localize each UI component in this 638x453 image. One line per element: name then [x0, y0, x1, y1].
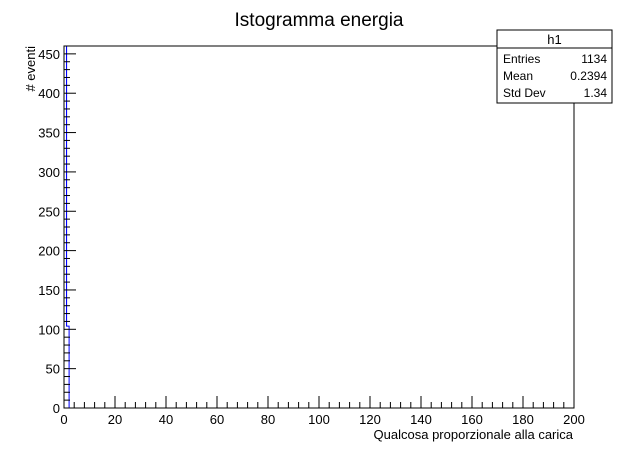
x-tick-label: 40 — [159, 412, 173, 427]
y-axis: 0 50 100 150 200 250 300 350 400 450 — [38, 45, 76, 416]
stats-box-title: h1 — [547, 32, 561, 47]
stats-mean-label: Mean — [503, 69, 533, 83]
y-tick-label: 400 — [38, 86, 60, 101]
stats-box-frame — [496, 29, 613, 104]
y-tick-label: 150 — [38, 283, 60, 298]
y-tick-label: 250 — [38, 204, 60, 219]
chart-title: Istogramma energia — [235, 10, 404, 31]
y-tick-label: 450 — [38, 47, 60, 62]
stats-stddev-label: Std Dev — [503, 86, 546, 100]
histogram-bin — [66, 46, 70, 408]
y-tick-label: 0 — [53, 401, 60, 416]
x-tick-label: 0 — [60, 412, 67, 427]
x-tick-label: 60 — [210, 412, 224, 427]
stats-mean-value: 0.2394 — [570, 69, 607, 83]
x-tick-label: 200 — [563, 412, 585, 427]
y-tick-label: 200 — [38, 244, 60, 259]
x-tick-label: 120 — [359, 412, 381, 427]
y-tick-label: 350 — [38, 126, 60, 141]
x-tick-label: 160 — [461, 412, 483, 427]
stats-box: h1 Entries 1134 Mean 0.2394 Std Dev 1.34 — [496, 29, 613, 104]
y-tick-label: 100 — [38, 322, 60, 337]
y-axis-label: # eventi — [23, 46, 38, 92]
stats-entries-label: Entries — [503, 52, 540, 66]
x-tick-label: 80 — [261, 412, 275, 427]
stats-stddev-value: 1.34 — [584, 86, 608, 100]
y-tick-label: 300 — [38, 165, 60, 180]
stats-entries-value: 1134 — [581, 52, 607, 66]
x-tick-label: 140 — [410, 412, 432, 427]
x-tick-label: 20 — [108, 412, 122, 427]
y-tick-label: 50 — [46, 362, 60, 377]
x-tick-label: 100 — [308, 412, 330, 427]
x-axis: 0 20 40 60 80 100 120 140 160 180 200 — [60, 396, 585, 427]
x-tick-label: 180 — [512, 412, 534, 427]
x-axis-label: Qualcosa proporzionale alla carica — [374, 427, 574, 442]
